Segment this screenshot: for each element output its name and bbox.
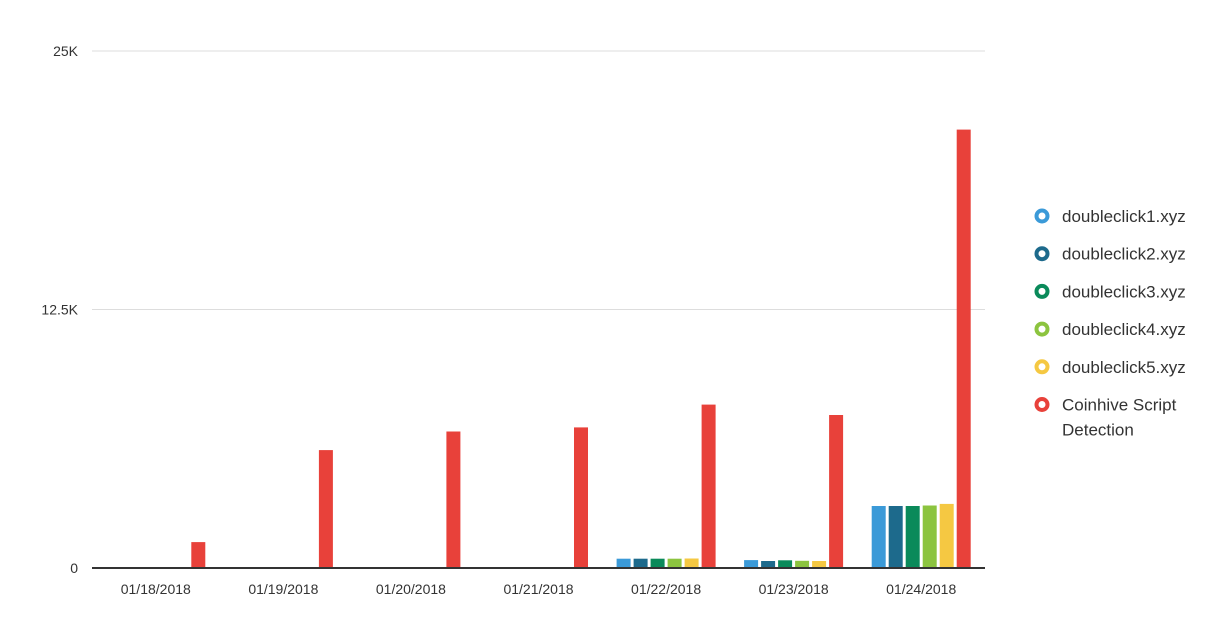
legend-label[interactable]: doubleclick5.xyz xyxy=(1062,358,1186,377)
bar[interactable] xyxy=(905,506,920,568)
x-tick-label: 01/22/2018 xyxy=(631,581,701,597)
bar[interactable] xyxy=(191,542,206,568)
legend-marker-icon[interactable] xyxy=(1034,246,1050,262)
bar[interactable] xyxy=(744,560,759,568)
bar[interactable] xyxy=(701,404,716,568)
legend-label[interactable]: doubleclick1.xyz xyxy=(1062,207,1186,226)
bar[interactable] xyxy=(446,431,461,569)
gridlines: 0 12.5K 25K xyxy=(41,43,985,576)
legend-marker-icon[interactable] xyxy=(1034,397,1050,412)
x-tick-label: 01/20/2018 xyxy=(376,581,446,597)
legend-marker-icon[interactable] xyxy=(1034,359,1050,375)
bar[interactable] xyxy=(761,561,776,568)
x-tick-label: 01/23/2018 xyxy=(759,581,829,597)
bar[interactable] xyxy=(778,560,793,568)
legend-label[interactable]: doubleclick4.xyz xyxy=(1062,320,1186,339)
x-tick-label: 01/24/2018 xyxy=(886,581,956,597)
x-axis: 01/18/2018 01/19/2018 01/20/2018 01/21/2018… xyxy=(92,567,985,597)
bar[interactable] xyxy=(888,506,903,568)
bar[interactable] xyxy=(667,558,682,568)
bar[interactable] xyxy=(633,558,648,568)
bar[interactable] xyxy=(318,450,333,568)
bar[interactable] xyxy=(922,505,937,569)
x-tick-label: 01/21/2018 xyxy=(503,581,573,597)
y-tick-label: 0 xyxy=(70,560,78,576)
bar[interactable] xyxy=(939,503,954,568)
bar[interactable] xyxy=(616,558,631,568)
legend: doubleclick1.xyz doubleclick2.xyz doublecl… xyxy=(1034,207,1186,440)
legend-label[interactable]: doubleclick3.xyz xyxy=(1062,282,1186,301)
y-tick-label: 25K xyxy=(53,43,79,59)
bar[interactable] xyxy=(871,506,886,568)
legend-label[interactable]: Coinhive Script Detection xyxy=(1062,396,1177,440)
legend-label[interactable]: doubleclick2.xyz xyxy=(1062,245,1186,264)
legend-marker-icon[interactable] xyxy=(1034,321,1050,337)
bar[interactable] xyxy=(684,558,699,569)
bar[interactable] xyxy=(956,129,971,568)
bar[interactable] xyxy=(574,427,588,568)
bar[interactable] xyxy=(812,561,827,568)
legend-marker-icon[interactable] xyxy=(1034,283,1050,299)
bars xyxy=(106,129,971,569)
legend-marker-icon[interactable] xyxy=(1034,208,1050,224)
x-tick-label: 01/18/2018 xyxy=(121,581,191,597)
x-tick-label: 01/19/2018 xyxy=(248,581,318,597)
bar[interactable] xyxy=(650,558,665,568)
bar[interactable] xyxy=(829,415,844,568)
y-tick-label: 12.5K xyxy=(41,302,78,318)
bar[interactable] xyxy=(795,560,810,568)
